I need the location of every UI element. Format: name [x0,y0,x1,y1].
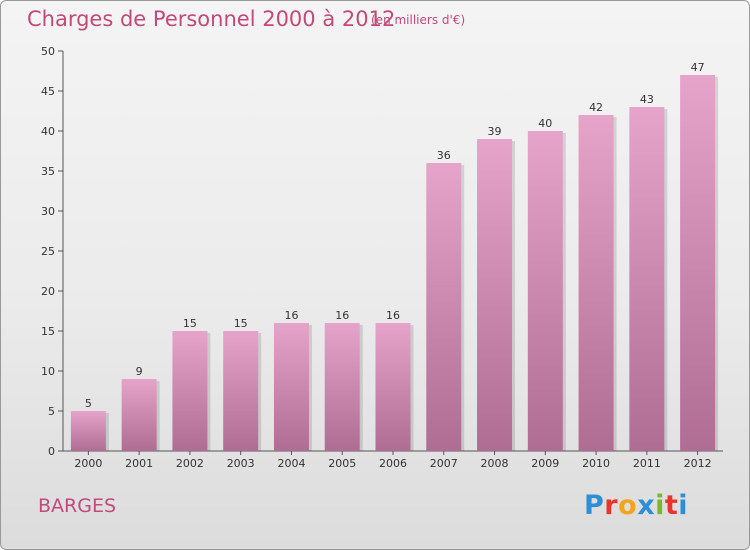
value-label-2009: 40 [538,117,552,130]
y-tick-label: 40 [41,125,55,138]
x-tick-label-2003: 2003 [227,457,255,470]
x-tick-label-2008: 2008 [481,457,509,470]
value-label-2012: 47 [691,61,705,74]
y-tick-label: 10 [41,365,55,378]
bar-2005 [324,323,360,451]
y-tick-label: 25 [41,245,55,258]
bar-2007 [426,163,462,451]
x-tick-label-2002: 2002 [176,457,204,470]
location-name: BARGES [38,495,117,517]
y-tick-label: 0 [48,445,55,458]
logo-letter: t [664,490,679,521]
bar-2006 [375,323,411,451]
chart-labels: 5 2000 9 2001 15 2002 15 2003 16 2004 16 2005 16 2006… [74,61,711,470]
value-label-2000: 5 [85,397,92,410]
proxiti-logo: Proxiti [584,490,688,521]
bar-2001 [121,379,157,451]
chart-bars [70,75,719,451]
logo-letter: r [604,490,619,521]
value-label-2008: 39 [488,125,502,138]
x-tick-label-2006: 2006 [379,457,407,470]
bar-2004 [273,323,309,451]
bar-2012 [680,75,716,451]
bar-2008 [477,139,513,451]
value-label-2002: 15 [183,317,197,330]
y-tick-label: 45 [41,85,55,98]
y-tick-label: 30 [41,205,55,218]
x-tick-label-2000: 2000 [74,457,102,470]
bar-2011 [629,107,665,451]
logo-letter: o [618,490,638,521]
value-label-2004: 16 [284,309,298,322]
x-tick-label-2011: 2011 [633,457,661,470]
chart-title: Charges de Personnel 2000 à 2012 [27,7,396,31]
x-tick-label-2010: 2010 [582,457,610,470]
value-label-2003: 15 [234,317,248,330]
chart-subtitle: (en milliers d'€) [371,13,466,27]
x-tick-label-2005: 2005 [328,457,356,470]
value-label-2010: 42 [589,101,603,114]
y-tick-label: 20 [41,285,55,298]
y-tick-label: 35 [41,165,55,178]
logo-letter: x [637,490,656,521]
logo-letter: i [655,490,665,521]
bar-2000 [70,411,106,451]
y-tick-label: 5 [48,405,55,418]
bar-2003 [223,331,259,451]
logo-letter: i [678,490,689,521]
logo-letter: P [584,490,605,521]
x-tick-label-2009: 2009 [531,457,559,470]
value-label-2006: 16 [386,309,400,322]
value-label-2001: 9 [136,365,143,378]
value-label-2011: 43 [640,93,654,106]
x-tick-label-2004: 2004 [277,457,305,470]
value-label-2005: 16 [335,309,349,322]
value-label-2007: 36 [437,149,451,162]
y-tick-label: 50 [41,45,55,58]
x-tick-label-2012: 2012 [684,457,712,470]
bar-2002 [172,331,208,451]
bar-2009 [527,131,563,451]
y-tick-label: 15 [41,325,55,338]
x-tick-label-2001: 2001 [125,457,153,470]
x-tick-label-2007: 2007 [430,457,458,470]
bar-2010 [578,115,614,451]
